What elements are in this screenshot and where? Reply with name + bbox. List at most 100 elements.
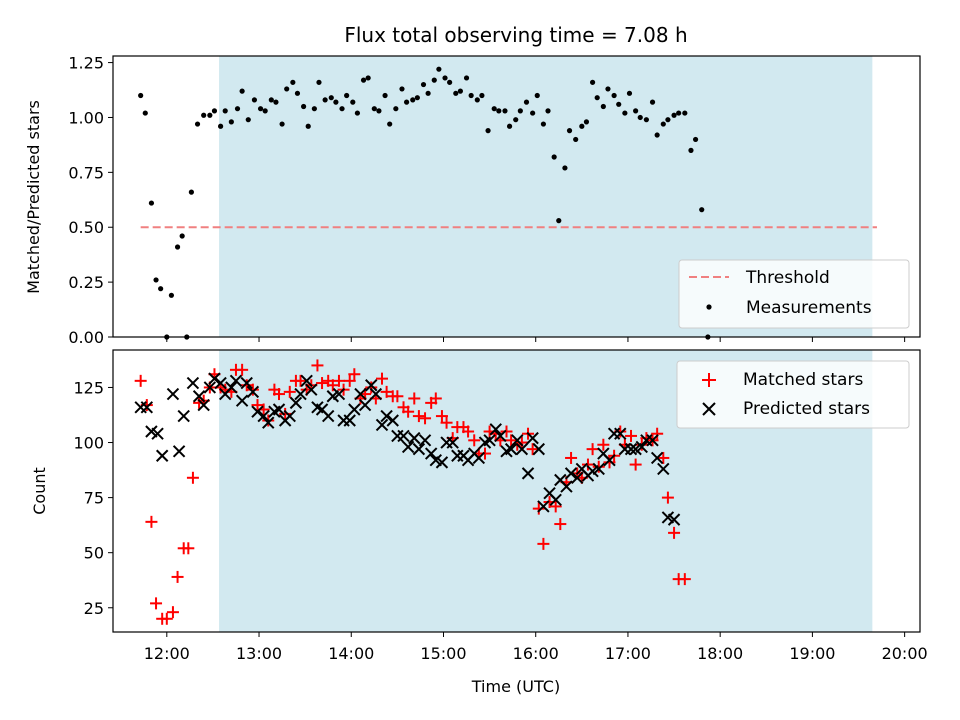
predicted-point: [354, 387, 367, 401]
top-legend: Threshold Measurements: [678, 259, 910, 329]
predicted-point: [235, 394, 249, 407]
top-y-tick-label: 1.25: [68, 54, 104, 73]
matched-point: [236, 363, 249, 376]
predicted-point: [564, 467, 578, 480]
matched-point: [145, 515, 158, 528]
measurement-point: [605, 86, 611, 92]
matched-point: [343, 374, 356, 387]
measurement-point: [479, 92, 485, 99]
predicted-point: [424, 447, 438, 460]
predicted-point: [635, 440, 648, 454]
measurement-point: [410, 97, 416, 103]
measurement-point: [506, 123, 513, 129]
x-tick-label: 14:00: [328, 644, 374, 663]
bottom-y-tick-label: 100: [73, 434, 104, 453]
measurement-point: [545, 108, 551, 114]
predicted-point: [332, 387, 346, 401]
predicted-point: [177, 409, 190, 423]
legend-matched-swatch: [702, 373, 716, 387]
predicted-point: [321, 409, 335, 423]
measurement-point: [316, 79, 322, 85]
measurement-point: [153, 277, 159, 283]
measurement-point: [523, 99, 530, 105]
predicted-point: [408, 431, 421, 445]
x-tick-label: 12:00: [144, 644, 190, 663]
predicted-point: [369, 387, 383, 401]
predicted-point: [305, 383, 318, 396]
predicted-point: [397, 429, 410, 443]
predicted-point: [208, 372, 221, 385]
measurement-point: [387, 121, 393, 127]
predicted-point: [262, 416, 275, 429]
predicted-point: [549, 493, 562, 507]
measurement-point: [654, 132, 660, 138]
matched-point: [246, 383, 259, 396]
predicted-point: [343, 414, 356, 427]
bottom-legend: Matched stars Predicted stars: [676, 360, 910, 429]
matched-point: [311, 359, 324, 372]
measurement-point: [350, 99, 356, 105]
legend-predicted-swatch: [702, 402, 716, 416]
measurement-point: [403, 99, 410, 105]
predicted-point: [140, 401, 154, 414]
measurement-point: [491, 106, 497, 112]
measurement-point: [649, 99, 656, 105]
measurement-point: [665, 117, 671, 123]
top-y-tick-label: 0.25: [68, 273, 104, 292]
matched-point: [391, 390, 404, 403]
measurement-point: [589, 79, 596, 85]
legend-threshold-label: Threshold: [745, 268, 830, 288]
predicted-point: [646, 434, 659, 447]
matched-point: [515, 436, 528, 449]
predicted-point: [494, 429, 507, 443]
measurement-point: [699, 207, 705, 213]
measurement-point: [517, 108, 523, 114]
matched-point: [273, 388, 286, 401]
legend-measurements-swatch: [706, 304, 712, 310]
measurement-point: [431, 77, 437, 83]
predicted-point: [246, 385, 260, 399]
measurement-point: [365, 75, 371, 81]
predicted-point: [667, 513, 681, 526]
measurement-point: [496, 108, 502, 114]
measurement-point: [158, 286, 164, 292]
predicted-point: [650, 451, 664, 465]
predicted-point: [283, 409, 296, 423]
predicted-point: [300, 374, 313, 388]
predicted-point: [504, 442, 518, 456]
predicted-point: [192, 390, 206, 403]
bottom-y-tick-label: 50: [84, 544, 104, 563]
matched-point: [251, 399, 264, 412]
measurement-point: [442, 75, 448, 81]
measurement-point: [301, 103, 307, 110]
matched-point: [365, 381, 378, 394]
predicted-point: [521, 467, 535, 480]
top-panel: 0.00 0.25 0.50 0.75 1.00 1.25 Matched/Predict…: [24, 54, 921, 347]
matched-point: [380, 385, 393, 398]
matched-point: [505, 434, 518, 447]
predicted-point: [225, 381, 238, 394]
measurement-point: [201, 112, 207, 118]
measurement-point: [622, 110, 628, 116]
top-panel-ticks: 0.00 0.25 0.50 0.75 1.00 1.25: [68, 54, 906, 347]
measurement-point: [188, 189, 194, 195]
matched-point: [554, 518, 567, 531]
x-axis-label: Time (UTC): [471, 677, 560, 696]
matched-point: [166, 606, 179, 619]
predicted-point: [560, 480, 573, 493]
measurement-point: [382, 92, 388, 99]
matched-point: [668, 526, 681, 539]
measurement-point: [611, 92, 617, 99]
top-y-tick-label: 0.50: [68, 218, 104, 237]
predicted-point: [526, 431, 539, 445]
measurement-point: [194, 121, 201, 127]
measurement-point: [600, 103, 606, 110]
measurement-point: [222, 108, 228, 114]
measurement-point: [218, 123, 224, 129]
top-panel-ylabel: Matched/Predicted stars: [24, 100, 43, 294]
matched-point: [549, 500, 562, 513]
matched-point: [462, 425, 475, 438]
measurement-point: [692, 136, 699, 143]
x-tick-label: 15:00: [420, 644, 466, 663]
measurement-point: [594, 95, 600, 101]
